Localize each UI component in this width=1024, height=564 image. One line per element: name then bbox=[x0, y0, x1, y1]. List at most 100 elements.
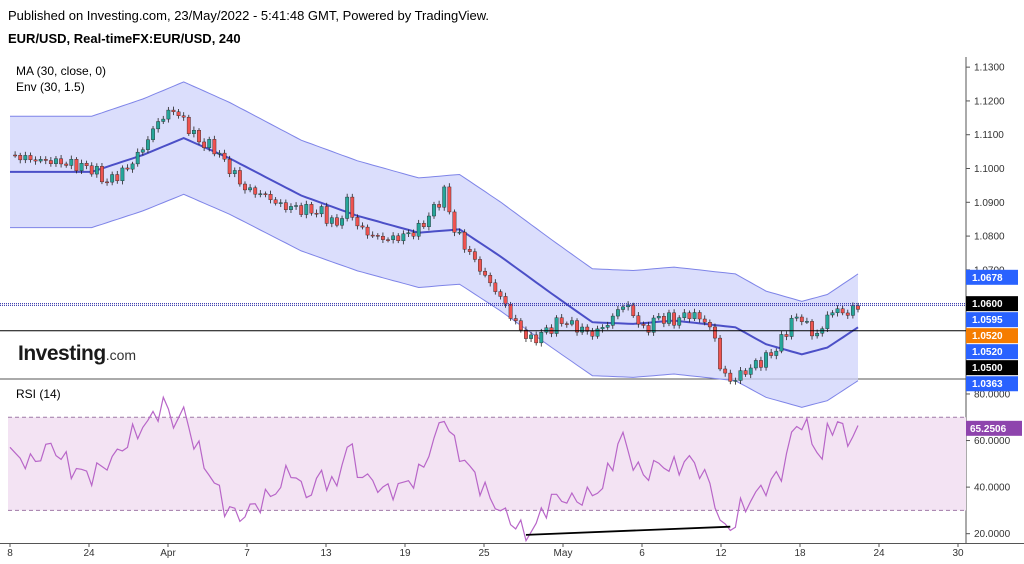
candle-body bbox=[146, 139, 150, 150]
candle-body bbox=[774, 350, 779, 356]
ma30-line bbox=[10, 137, 859, 356]
candle-body bbox=[69, 159, 74, 166]
candle-body bbox=[28, 155, 33, 161]
ma-indicator-label[interactable]: MA (30, close, 0) bbox=[16, 64, 107, 78]
candle-body bbox=[289, 206, 293, 210]
rsi-tick-label: 80.0000 bbox=[974, 389, 1011, 400]
candle-body bbox=[564, 323, 569, 325]
candle-body bbox=[94, 166, 99, 175]
price-badge-label: 1.0363 bbox=[972, 379, 1003, 390]
time-tick-label: Apr bbox=[160, 548, 176, 559]
candle-body bbox=[631, 304, 636, 316]
candle-body bbox=[779, 334, 784, 352]
candle-body bbox=[13, 154, 18, 157]
candle-body bbox=[278, 202, 283, 204]
candle-body bbox=[64, 163, 69, 166]
candle-body bbox=[319, 206, 324, 215]
candle-body bbox=[365, 226, 370, 236]
candle-body bbox=[672, 312, 676, 326]
candle-body bbox=[661, 316, 666, 324]
candle-body bbox=[646, 325, 651, 333]
candle-body bbox=[605, 325, 610, 328]
candle-body bbox=[794, 316, 799, 319]
candle-body bbox=[467, 249, 472, 252]
envelope-upper-line bbox=[10, 81, 859, 302]
candle-body bbox=[580, 326, 585, 333]
candle-body bbox=[156, 121, 161, 130]
candle-body bbox=[258, 193, 263, 195]
candle-body bbox=[432, 204, 436, 217]
candle-body bbox=[375, 235, 380, 237]
envelope-band bbox=[10, 81, 859, 408]
candle-body bbox=[232, 170, 237, 174]
rsi-band bbox=[8, 417, 966, 511]
rsi-value-badge bbox=[966, 420, 1022, 436]
candle-body bbox=[524, 329, 528, 339]
published-caption: Published on Investing.com, 23/May/2022 … bbox=[8, 8, 490, 23]
candle-body bbox=[442, 186, 447, 208]
candle-body bbox=[718, 337, 722, 370]
candle-body bbox=[748, 367, 753, 375]
candle-body bbox=[651, 317, 656, 333]
candle-body bbox=[140, 149, 145, 153]
ma-line bbox=[10, 137, 859, 356]
candle-body bbox=[789, 317, 794, 337]
candle-body bbox=[135, 151, 140, 165]
candle-body bbox=[59, 158, 63, 165]
candle-body bbox=[784, 334, 789, 337]
price-badge bbox=[966, 344, 1018, 360]
candle-body bbox=[222, 152, 227, 160]
envelope-indicator-label[interactable]: Env (30, 1.5) bbox=[16, 80, 85, 94]
time-tick-label: 8 bbox=[7, 548, 13, 559]
rsi-line bbox=[9, 395, 859, 543]
price-badge-label: 1.0500 bbox=[972, 363, 1003, 374]
price-tick-label: 1.1300 bbox=[974, 63, 1005, 74]
symbol-title: EUR/USD, Real-timeFX:EUR/USD, 240 bbox=[8, 31, 241, 46]
candle-body bbox=[769, 352, 774, 356]
candle-body bbox=[478, 259, 482, 272]
candle-body bbox=[554, 317, 559, 334]
candle-body bbox=[181, 115, 186, 118]
time-tick-label: 19 bbox=[399, 548, 411, 559]
candle-body bbox=[723, 368, 728, 374]
candle-body bbox=[329, 217, 334, 224]
candle-body bbox=[815, 333, 820, 337]
candle-body bbox=[202, 141, 207, 149]
candle-body bbox=[457, 231, 462, 234]
candle-body bbox=[370, 234, 375, 237]
candle-body bbox=[18, 155, 23, 161]
candle-body bbox=[401, 233, 406, 242]
candle-body bbox=[304, 204, 309, 215]
candle-body bbox=[299, 205, 304, 215]
rsi-indicator-label[interactable]: RSI (14) bbox=[16, 387, 61, 401]
candle-body bbox=[268, 194, 273, 201]
time-tick-label: 25 bbox=[478, 548, 490, 559]
candle-body bbox=[682, 312, 687, 318]
candle-body bbox=[237, 170, 242, 185]
candle-body bbox=[396, 235, 401, 242]
candle-body bbox=[100, 166, 104, 183]
candle-body bbox=[805, 321, 809, 323]
candle-body bbox=[513, 318, 518, 321]
candle-body bbox=[544, 327, 549, 333]
candle-body bbox=[110, 174, 115, 183]
candle-body bbox=[33, 159, 38, 162]
price-badge-label: 1.0595 bbox=[972, 315, 1003, 326]
candle-body bbox=[217, 152, 222, 155]
candle-body bbox=[452, 211, 457, 233]
price-badge-label: 1.0678 bbox=[972, 273, 1003, 284]
candle-body bbox=[350, 196, 355, 218]
price-tick-label: 1.0800 bbox=[974, 232, 1005, 243]
candle-body bbox=[360, 225, 365, 228]
candle-body bbox=[335, 217, 339, 226]
price-badge bbox=[966, 312, 1018, 328]
candle-body bbox=[74, 159, 79, 171]
candle-body bbox=[799, 316, 804, 322]
rsi-value-badge-label: 65.2506 bbox=[970, 424, 1007, 435]
candle-body bbox=[171, 109, 176, 113]
candle-body bbox=[707, 322, 712, 328]
envelope-lower-line bbox=[10, 193, 859, 408]
candle-body bbox=[23, 155, 28, 161]
candle-body bbox=[253, 187, 258, 195]
